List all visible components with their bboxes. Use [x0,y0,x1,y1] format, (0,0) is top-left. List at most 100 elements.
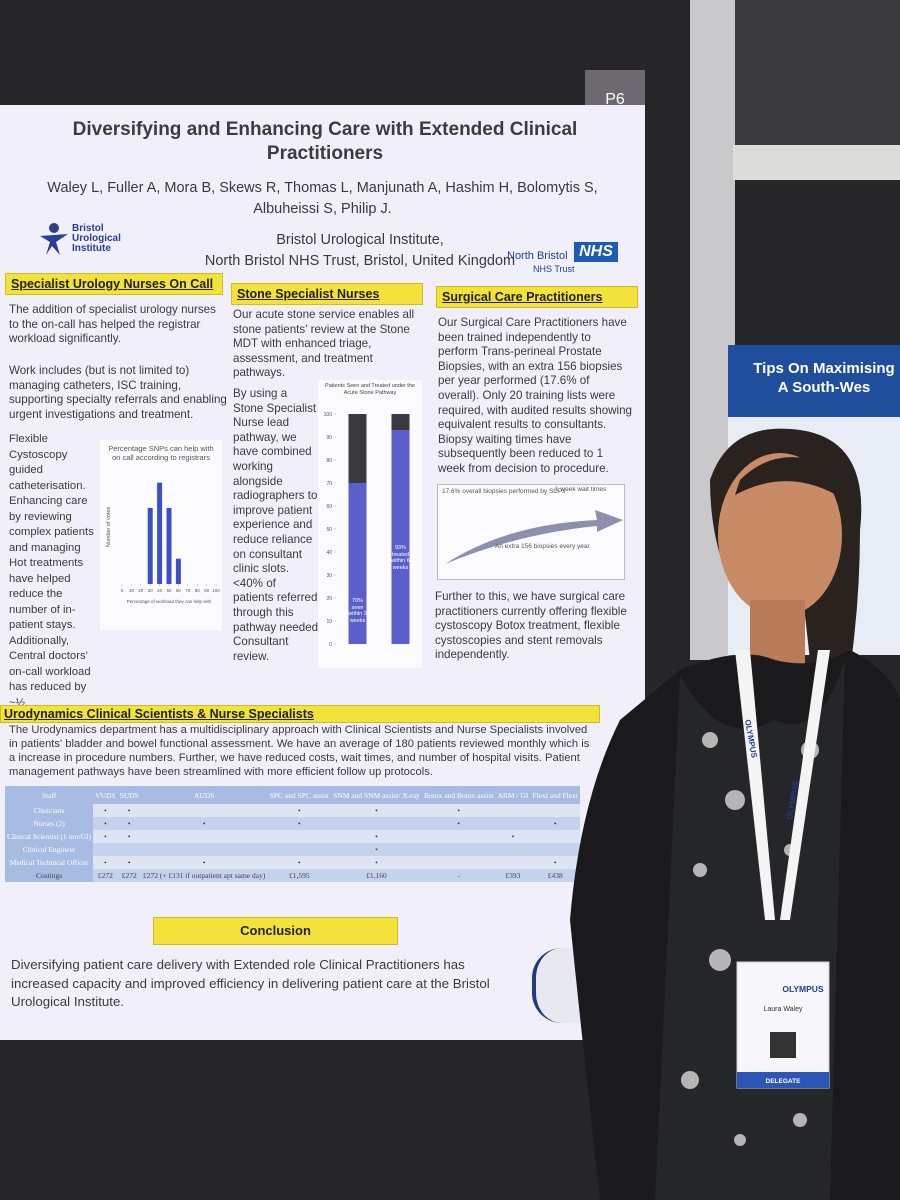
table-cell: • [457,806,460,815]
bar [147,508,153,584]
badge-band [737,1072,829,1088]
table: Staff VUDS SUDS AUDS SPC and SPC assist SNM a… [5,786,580,882]
bui-logo-icon [40,223,68,255]
table-cell [495,804,530,817]
affiliation-line: North Bristol NHS Trust, Bristol, United… [204,253,516,269]
table-header-cell: ARM / GI [497,790,529,800]
table-cell: Clinical Scientist (1 uro/GI) [5,830,94,843]
table-cell: • [104,819,107,828]
table-cell [267,830,331,843]
paragraph: By using a Stone Specialist Nurse lead p… [233,387,319,663]
x-tick-label: 80 [195,588,201,593]
paragraph: The addition of specialist urology nurse… [9,303,216,346]
affiliation: Bristol Urological Institute, North Bris… [180,230,540,272]
table-cell: Nurses (2) [5,817,94,830]
poster-title: Diversifying and Enhancing Care with Ext… [72,119,578,164]
table-cell: • [127,806,131,815]
bui-logo: Bristol Urological Institute [72,223,121,254]
table-header-cell: AUDS [193,790,215,800]
table-cell [422,830,496,843]
graphic-label: An extra 156 biopsies every year [495,543,590,550]
chart-title: Patients Seen and Treated under the Acut… [325,383,415,396]
badge-role: DELEGATE [766,1078,802,1085]
paragraph: Our acute stone service enables all ston… [233,308,415,380]
badge-name: Laura Waley [763,1006,803,1013]
table-row: Clinical Engineer • [5,843,580,856]
x-tick-label: 70 [185,588,191,593]
bar-segment [348,414,367,483]
table-cell [331,817,422,830]
table-cell: £393 [505,871,521,880]
table-cell: • [297,819,301,828]
plot: 0 10 20 30 40 50 60 70 80 90 100 [324,412,410,648]
bar-segment [348,483,367,644]
paragraph: Diversifying patient care delivery with … [11,957,490,1009]
y-tick-label: 30 [326,573,332,579]
chart: Patients Seen and Treated under the Acut… [318,380,422,668]
background-wall [735,0,900,145]
table-header-cell: Botox and Botox assist [423,790,494,800]
bar-segment [391,430,410,644]
x-tick-label: 20 [138,588,144,593]
table-cell: £272 [121,871,137,880]
y-tick-label: 90 [326,435,332,441]
logo-partial [532,948,581,1023]
table-cell: £1,595 [288,871,310,880]
table-cell: • [375,845,378,854]
table-row: Costings £272 £272 £272 (+ £131 if outpatie… [5,869,580,882]
table-cell: • [511,832,515,841]
table-cell [141,830,268,843]
neighbor-title: Tips On Maximising [753,360,895,377]
y-tick-label: 100 [324,412,333,418]
biopsy-graphic: 17.6% overall biopsies performed by SCPs… [437,484,625,580]
table-container: Staff VUDS SUDS AUDS SPC and SPC assist SNM a… [5,786,580,882]
table-header-cell: VUDS [95,790,116,800]
section-heading: Specialist Urology Nurses On Call [5,273,223,295]
y-tick-label: 10 [326,619,332,625]
affiliation-line: Bristol Urological Institute, [276,232,444,248]
nhs-name: North Bristol [507,250,568,262]
table-cell: • [104,806,107,815]
chart-title: Percentage SNPs can help with on call ac… [108,444,214,462]
y-tick-label: 40 [326,550,332,556]
table-cell [495,817,530,830]
bar [175,558,181,584]
y-tick-label: 80 [326,458,332,464]
neighbor-header: Tips On Maximising A South-Wes [728,345,900,417]
frame-bar [733,145,900,180]
table-header-cell: Flexi and Flexi [532,790,578,800]
graphic-label: 17.6% overall biopsies performed by SCPs [442,488,566,495]
table-cell: £272 [97,871,113,880]
y-tick-label: 70 [326,481,332,487]
paragraph: Flexible Cystoscopy guided catheterisati… [9,433,94,709]
section-heading: Stone Specialist Nurses [231,283,423,305]
table-cell: • [297,806,301,815]
person: OLYMPUS OLYMPUS OLYMPUS Laura Waley DELE… [570,428,900,1200]
nhs-badge: NHS [574,242,618,262]
y-tick-label: 50 [326,527,332,533]
table-header-row: Staff VUDS SUDS AUDS SPC and SPC assist SNM a… [5,786,580,804]
paragraph: The Urodynamics department has a multidi… [9,724,590,778]
table-cell [495,843,530,856]
table-row: Clinicians • • • • • [5,804,580,817]
lanyard [735,650,775,920]
table-cell: • [202,858,206,867]
paragraph: Further to this, we have surgical care p… [435,590,627,662]
table-cell: Clinical Engineer [5,843,94,856]
x-tick-label: 30 [148,588,154,593]
qr-code [770,1032,796,1058]
x-tick-label: 60 [176,588,182,593]
table-cell [141,804,268,817]
table-cell [93,843,117,856]
table-cell: • [104,832,107,841]
table-cell [118,843,141,856]
arrow [445,510,623,564]
x-tick-label: 100 [212,588,220,593]
bar [157,482,163,584]
nhs-sub: NHS Trust [533,264,575,274]
data-label: 93% treated within 6 weeks [391,545,410,571]
table-header-cell: SUDS [119,790,139,800]
graphic-label: 1 week wait times [555,486,607,493]
lanyard [780,650,830,920]
